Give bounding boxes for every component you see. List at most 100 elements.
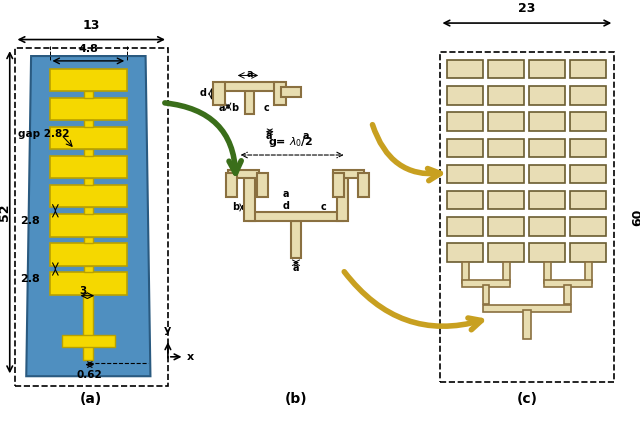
Bar <box>564 285 572 304</box>
Bar <box>447 60 483 79</box>
Bar <box>226 174 237 197</box>
Text: b: b <box>231 103 239 113</box>
Bar <box>49 243 127 266</box>
Bar <box>488 138 524 157</box>
Bar <box>529 138 566 157</box>
Bar <box>462 280 510 287</box>
Bar <box>529 217 566 236</box>
Bar <box>529 112 566 131</box>
Bar <box>84 178 93 185</box>
Bar <box>488 191 524 209</box>
Bar <box>84 120 93 127</box>
Bar <box>488 243 524 262</box>
Bar <box>488 165 524 183</box>
Bar <box>447 217 483 236</box>
Text: a: a <box>219 103 225 113</box>
FancyArrowPatch shape <box>372 125 440 181</box>
Text: y: y <box>164 326 172 335</box>
Bar <box>544 262 551 283</box>
Bar <box>84 237 93 243</box>
Bar <box>212 82 225 105</box>
Bar <box>83 295 93 360</box>
Bar <box>49 98 127 120</box>
Text: 2.8: 2.8 <box>20 216 40 226</box>
Bar <box>49 185 127 207</box>
Bar <box>274 82 286 105</box>
Bar <box>570 217 607 236</box>
Text: d: d <box>283 201 290 211</box>
Bar <box>570 243 607 262</box>
Bar <box>244 172 255 221</box>
Bar <box>228 170 259 178</box>
Bar <box>570 138 607 157</box>
Bar <box>84 91 93 98</box>
Text: 4.8: 4.8 <box>79 44 99 54</box>
Bar <box>337 172 348 221</box>
Bar <box>84 149 93 156</box>
Bar <box>570 112 607 131</box>
FancyArrowPatch shape <box>165 103 241 173</box>
Bar <box>447 112 483 131</box>
Bar <box>333 170 364 178</box>
Bar <box>49 273 127 295</box>
Bar <box>49 69 127 91</box>
Bar <box>488 112 524 131</box>
Bar <box>570 165 607 183</box>
Bar <box>333 174 344 197</box>
Text: 13: 13 <box>83 19 100 32</box>
Text: d: d <box>199 88 206 98</box>
Bar <box>529 191 566 209</box>
Bar <box>488 86 524 105</box>
Bar <box>447 86 483 105</box>
Text: b: b <box>232 202 239 212</box>
Text: (c): (c) <box>516 391 538 405</box>
Bar <box>291 221 301 258</box>
Text: (a): (a) <box>80 391 102 405</box>
Text: x: x <box>188 352 195 362</box>
Text: gap 2.82: gap 2.82 <box>19 128 70 139</box>
Text: 23: 23 <box>518 2 536 15</box>
Text: a: a <box>303 131 309 141</box>
Text: a: a <box>283 189 289 199</box>
Bar <box>529 60 566 79</box>
Bar <box>488 217 524 236</box>
Text: 0.62: 0.62 <box>76 370 102 381</box>
Bar <box>503 262 510 283</box>
Bar <box>570 86 607 105</box>
Bar <box>84 207 93 214</box>
Bar <box>84 266 93 273</box>
Text: 2.8: 2.8 <box>20 274 40 284</box>
Text: c: c <box>320 202 326 212</box>
Text: 3: 3 <box>79 286 86 296</box>
Bar <box>570 191 607 209</box>
Text: a: a <box>292 263 300 273</box>
Bar <box>529 243 566 262</box>
Bar <box>440 52 614 382</box>
Bar <box>529 86 566 105</box>
Text: c: c <box>264 103 269 113</box>
Bar <box>585 262 592 283</box>
Bar <box>244 87 254 114</box>
Bar <box>49 214 127 237</box>
Bar <box>462 262 469 283</box>
Bar <box>488 60 524 79</box>
Text: a: a <box>266 131 272 141</box>
Bar <box>15 48 168 386</box>
Bar <box>483 306 572 312</box>
Text: a: a <box>246 69 253 79</box>
Text: g= $\lambda_0$/2: g= $\lambda_0$/2 <box>268 135 314 149</box>
Bar <box>447 165 483 183</box>
Bar <box>222 82 276 91</box>
Text: 52: 52 <box>0 204 12 221</box>
Bar <box>523 310 531 339</box>
Bar <box>529 165 566 183</box>
Bar <box>62 335 115 347</box>
Bar <box>447 138 483 157</box>
Bar <box>544 280 592 287</box>
Bar <box>250 212 342 221</box>
Bar <box>257 174 268 197</box>
Polygon shape <box>26 56 150 376</box>
Bar <box>49 156 127 178</box>
Text: 60: 60 <box>631 208 640 226</box>
Bar <box>49 127 127 149</box>
